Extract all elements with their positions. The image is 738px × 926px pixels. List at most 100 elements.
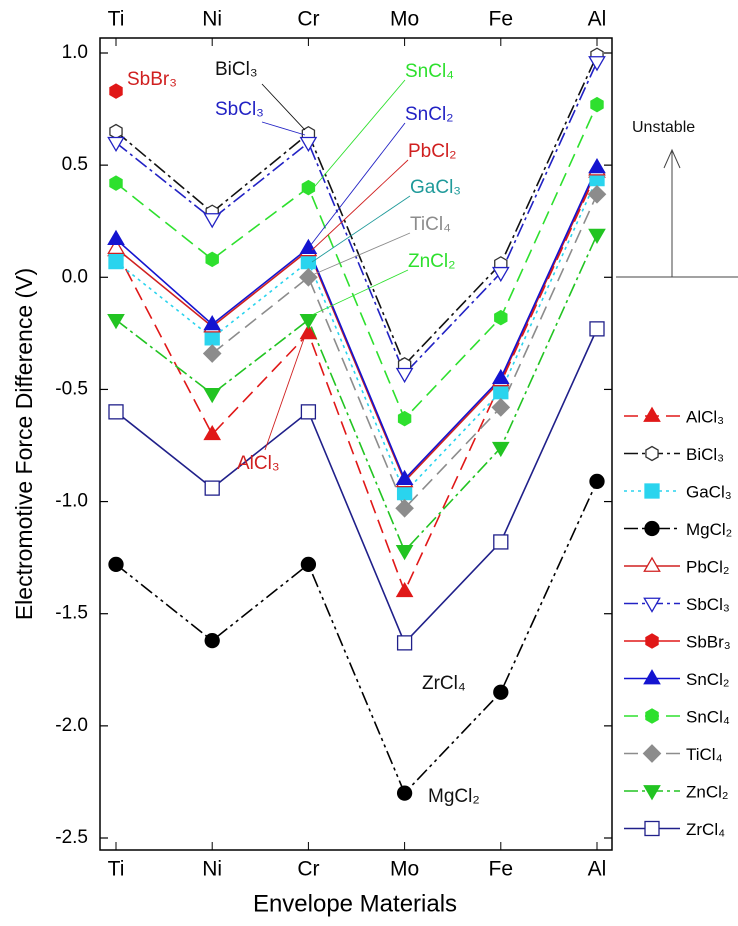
marker <box>493 534 509 550</box>
marker <box>107 229 125 246</box>
y-tick-label: 1.0 <box>62 42 88 63</box>
marker <box>395 469 414 486</box>
y-tick-label: -1.0 <box>55 491 88 512</box>
marker <box>396 635 413 651</box>
series-line <box>115 481 598 795</box>
marker <box>107 238 125 255</box>
x-top-label: Mo <box>390 8 419 31</box>
marker <box>299 136 318 153</box>
annotation-leader <box>261 121 306 136</box>
marker <box>588 158 606 174</box>
marker <box>644 520 660 537</box>
marker <box>395 367 414 384</box>
marker <box>108 404 124 420</box>
legend-label: SbBr₃ <box>686 632 731 651</box>
series-line <box>115 178 598 495</box>
annotation-leader <box>311 269 409 316</box>
marker <box>395 581 414 598</box>
legend-label: ZrCl₄ <box>686 820 725 839</box>
series-line <box>115 328 598 645</box>
legend-label: ZnCl₂ <box>686 782 729 801</box>
marker <box>109 83 123 99</box>
series-line <box>115 169 598 483</box>
annotation: SnCl₂ <box>405 104 454 125</box>
marker <box>588 228 606 245</box>
annotation: PbCl₂ <box>408 141 457 162</box>
marker <box>205 251 219 268</box>
plot-frame <box>99 37 613 851</box>
marker <box>299 324 318 340</box>
annotation: TiCl₄ <box>410 214 451 235</box>
marker <box>396 484 413 501</box>
series-line <box>115 104 598 421</box>
marker <box>108 556 124 573</box>
legend-label: SnCl₂ <box>686 670 729 689</box>
legend-label: AlCl₃ <box>686 407 724 426</box>
marker <box>203 315 222 331</box>
annotation: ZrCl₄ <box>422 673 466 694</box>
x-tick-label: Al <box>588 858 607 881</box>
x-tick-label: Ni <box>202 858 222 881</box>
annotation-leader <box>309 79 406 193</box>
x-top-label: Al <box>588 8 607 31</box>
x-axis-label: Envelope Materials <box>253 890 457 917</box>
annotation-leader <box>264 332 307 451</box>
legend-label: TiCl₄ <box>686 745 723 764</box>
marker <box>301 179 316 196</box>
annotation-leader <box>261 83 306 131</box>
y-tick-label: -1.5 <box>55 603 88 624</box>
annotation: MgCl₂ <box>428 786 480 807</box>
marker <box>203 424 222 441</box>
marker <box>300 556 317 573</box>
marker <box>109 123 123 140</box>
marker <box>590 96 604 113</box>
marker <box>397 410 412 427</box>
annotation: GaCl₃ <box>410 177 461 198</box>
y-tick-label: 0.5 <box>62 154 88 175</box>
marker <box>643 556 661 572</box>
series-line <box>115 234 598 553</box>
marker <box>643 406 661 422</box>
marker <box>643 597 661 613</box>
x-top-label: Ni <box>202 8 222 31</box>
marker <box>645 445 659 462</box>
x-tick-label: Fe <box>489 858 514 881</box>
y-tick-label: -2.5 <box>55 827 88 848</box>
marker <box>642 744 662 763</box>
x-tick-label: Ti <box>108 858 125 881</box>
marker <box>299 238 318 255</box>
annotation-leader <box>311 195 411 263</box>
y-axis-label: Electromotive Force Difference (V) <box>11 268 37 620</box>
annotation: AlCl₃ <box>237 453 280 474</box>
marker <box>204 330 220 346</box>
annotation-leader <box>309 232 411 277</box>
legend-label: SnCl₄ <box>686 707 730 726</box>
annotation-leader <box>311 159 409 251</box>
marker <box>643 669 661 685</box>
marker <box>643 785 661 801</box>
marker <box>589 473 605 490</box>
marker <box>645 708 659 724</box>
y-tick-label: -0.5 <box>55 378 88 399</box>
x-tick-label: Cr <box>297 858 319 881</box>
marker <box>204 632 220 649</box>
unstable-arrowhead <box>663 148 681 169</box>
marker <box>587 184 607 204</box>
marker <box>203 388 222 404</box>
marker <box>108 253 124 270</box>
marker <box>109 175 123 191</box>
marker <box>491 398 511 417</box>
legend-label: BiCl₃ <box>686 445 724 464</box>
series-line <box>115 54 598 367</box>
annotation-leader <box>309 122 406 247</box>
marker <box>203 213 222 229</box>
y-tick-label: 0.0 <box>62 266 88 287</box>
series-line <box>211 193 598 510</box>
annotation: ZnCl₂ <box>408 251 456 272</box>
x-top-label: Cr <box>297 8 319 31</box>
legend-label: GaCl₃ <box>686 482 732 501</box>
marker <box>588 56 606 72</box>
marker <box>396 785 413 801</box>
marker <box>491 368 510 385</box>
